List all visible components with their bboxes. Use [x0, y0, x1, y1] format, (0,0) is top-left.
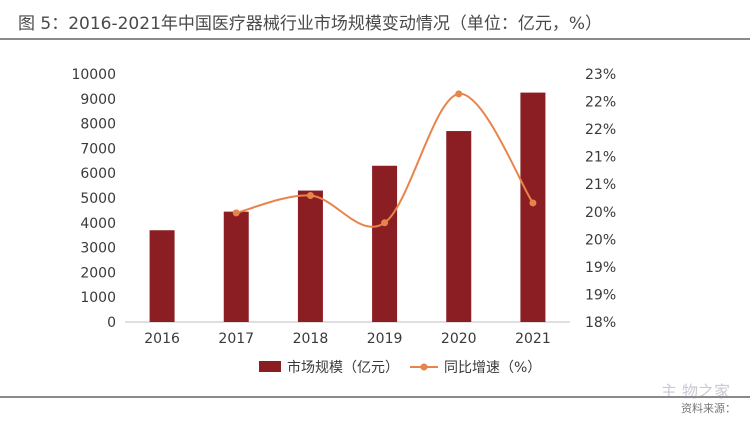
right-tick-label: 19%: [585, 260, 616, 276]
chart-title: 图 5：2016-2021年中国医疗器械行业市场规模变动情况（单位：亿元，%）: [18, 14, 603, 34]
right-tick-label: 21%: [585, 150, 616, 166]
left-tick-label: 6000: [80, 166, 116, 182]
growth-point-2017: [232, 209, 240, 217]
right-tick-label: 22%: [585, 95, 616, 111]
growth-line: [236, 92, 534, 228]
left-tick-label: 0: [107, 315, 116, 331]
x-tick-label: 2017: [218, 331, 254, 347]
left-tick-label: 10000: [71, 67, 116, 83]
growth-point-2019: [381, 219, 389, 227]
growth-point-2021: [529, 199, 537, 207]
left-tick-label: 8000: [80, 117, 116, 133]
bar-2017: [223, 211, 249, 322]
source-note: 资料来源：: [681, 402, 736, 415]
x-tick-label: 2016: [144, 331, 180, 347]
growth-point-2018: [306, 192, 314, 200]
left-tick-label: 7000: [80, 141, 116, 157]
legend-line-label: 同比增速（%）: [444, 360, 541, 376]
right-tick-label: 18%: [585, 315, 616, 331]
left-tick-label: 9000: [80, 92, 116, 108]
watermark: 主 物之家: [660, 382, 730, 401]
legend-bar-label: 市场规模（亿元）: [287, 359, 399, 376]
right-tick-label: 20%: [585, 232, 616, 248]
x-tick-label: 2020: [441, 331, 477, 347]
legend-bar-swatch: [259, 361, 281, 372]
bar-2016: [149, 230, 175, 322]
x-tick-label: 2019: [367, 331, 403, 347]
right-tick-label: 21%: [585, 177, 616, 193]
legend-line-marker: [420, 363, 428, 371]
right-tick-label: 20%: [585, 205, 616, 221]
left-tick-label: 4000: [80, 216, 116, 232]
left-tick-label: 2000: [80, 265, 116, 281]
bar-2018: [297, 190, 323, 322]
left-tick-label: 3000: [80, 241, 116, 257]
bar-2020: [446, 131, 472, 322]
right-tick-label: 22%: [585, 122, 616, 138]
left-tick-label: 5000: [80, 191, 116, 207]
bar-2019: [372, 165, 398, 322]
x-tick-label: 2021: [515, 331, 551, 347]
growth-point-2020: [455, 90, 463, 98]
right-tick-label: 23%: [585, 67, 616, 83]
x-tick-label: 2018: [293, 331, 329, 347]
right-tick-label: 19%: [585, 287, 616, 303]
bottom-rule: [0, 396, 750, 398]
title-bar: 图 5：2016-2021年中国医疗器械行业市场规模变动情况（单位：亿元，%）: [0, 0, 750, 40]
bar-2021: [520, 92, 546, 322]
left-tick-label: 1000: [80, 290, 116, 306]
